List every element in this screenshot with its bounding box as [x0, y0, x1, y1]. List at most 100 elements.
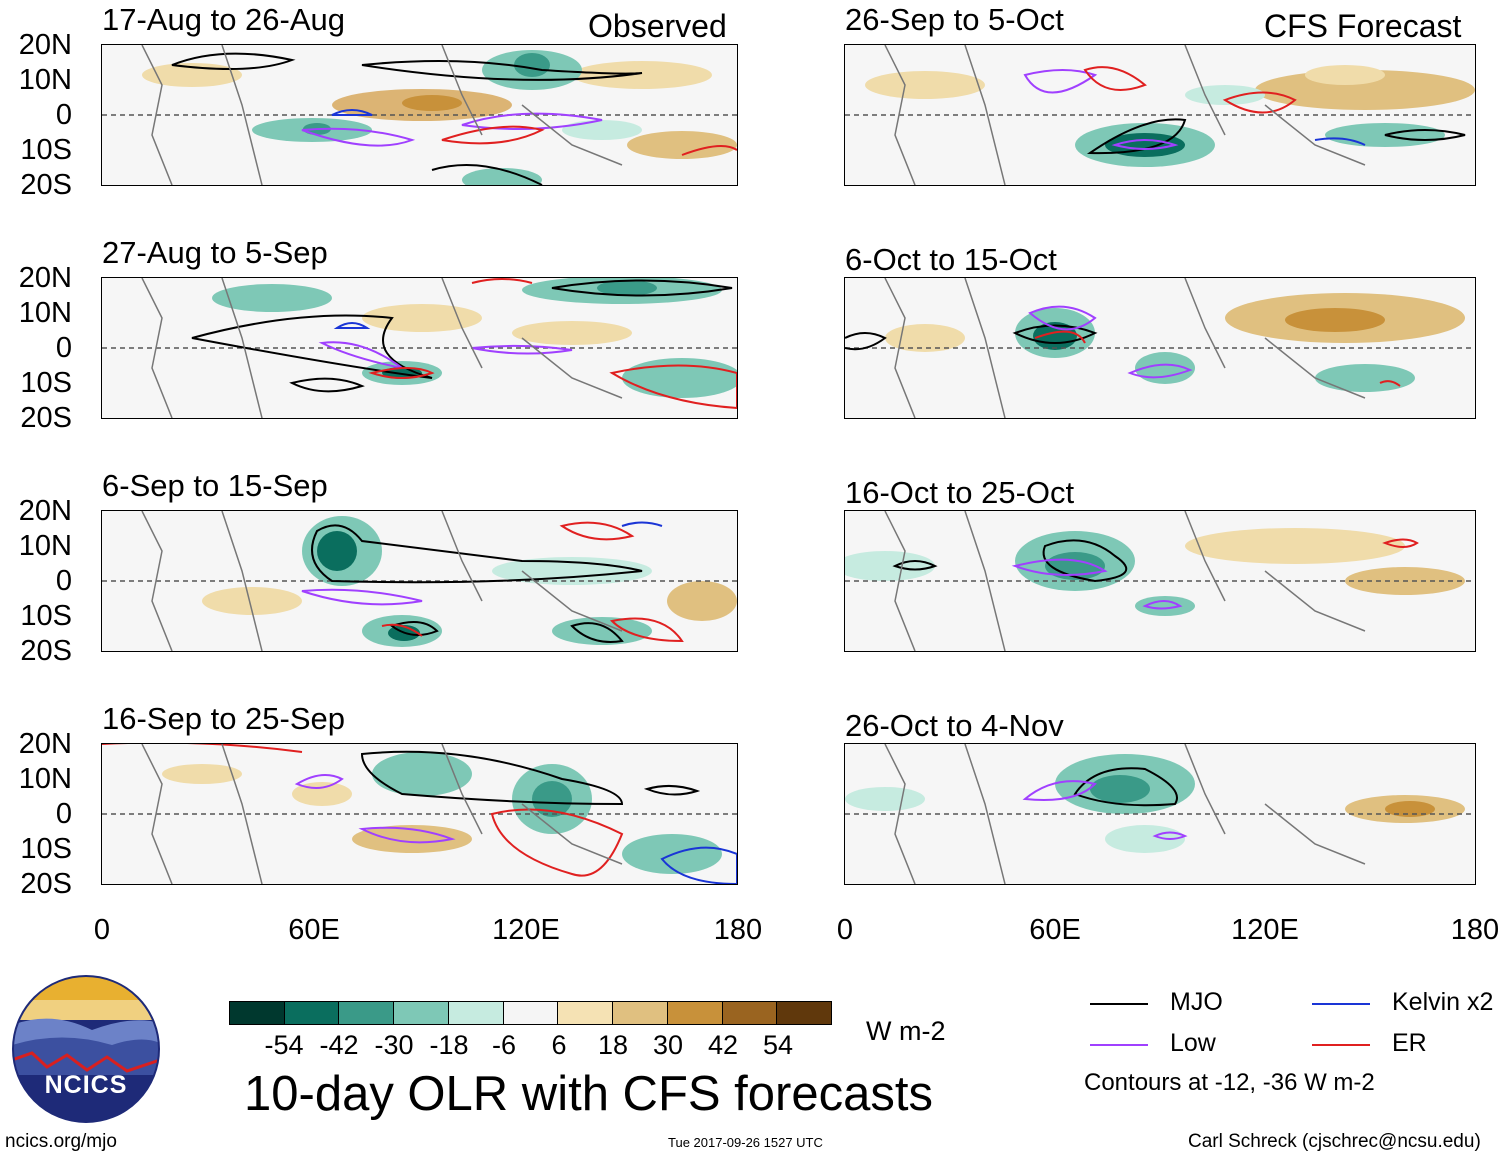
colorbar-swatch	[284, 1002, 340, 1024]
y-tick: 10S	[20, 134, 72, 166]
colorbar-swatch	[722, 1002, 778, 1024]
colorbar-swatch	[230, 1002, 285, 1024]
y-tick: 20S	[20, 868, 72, 900]
y-tick: 20N	[18, 728, 72, 760]
ncics-logo: NCICS	[12, 975, 160, 1123]
forecast-label: CFS Forecast	[1264, 8, 1462, 44]
y-tick: 20N	[18, 262, 72, 294]
panel-2-svg	[102, 278, 737, 418]
colorbar-swatch	[558, 1002, 614, 1024]
legend-label-kelvin: Kelvin x2	[1392, 988, 1494, 1016]
colorbar-label: -54	[264, 1030, 304, 1060]
x-tick-right-120: 120E	[1231, 914, 1299, 946]
panel-5-svg	[845, 45, 1475, 185]
colorbar-swatch	[339, 1002, 395, 1024]
panel-frame	[844, 44, 1476, 186]
map-panel-4	[102, 744, 737, 884]
panel-frame	[101, 44, 738, 186]
map-panel-1	[102, 45, 737, 185]
colorbar	[229, 1001, 832, 1025]
legend-label-mjo: MJO	[1170, 988, 1223, 1016]
colorbar-label: -18	[429, 1030, 469, 1060]
y-tick: 20N	[18, 495, 72, 527]
colorbar-swatch	[448, 1002, 504, 1024]
map-panel-3	[102, 511, 737, 651]
y-tick: 10N	[18, 763, 72, 795]
panel-title-4: 16-Sep to 25-Sep	[102, 701, 346, 736]
colorbar-label: 42	[707, 1030, 739, 1060]
colorbar-swatch	[394, 1002, 449, 1024]
y-tick: 10S	[20, 367, 72, 399]
colorbar-label: 54	[762, 1030, 794, 1060]
y-tick: 10S	[20, 833, 72, 865]
legend-line-kelvin	[1312, 1003, 1370, 1005]
y-tick: 10N	[18, 530, 72, 562]
observed-label: Observed	[588, 8, 727, 44]
panel-title-6: 6-Oct to 15-Oct	[845, 242, 1057, 277]
x-tick-left-120: 120E	[492, 914, 560, 946]
map-panel-8	[845, 744, 1475, 884]
colorbar-label: -30	[374, 1030, 414, 1060]
panel-title-8: 26-Oct to 4-Nov	[845, 708, 1064, 743]
panel-6-svg	[845, 278, 1475, 418]
x-tick-left-180: 180	[713, 914, 763, 946]
panel-1-svg	[102, 45, 737, 185]
y-tick: 20S	[20, 635, 72, 667]
map-panel-7	[845, 511, 1475, 651]
footer-timestamp: Tue 2017-09-26 1527 UTC	[668, 1135, 823, 1150]
panel-frame	[101, 510, 738, 652]
legend-line-mjo	[1090, 1003, 1148, 1005]
y-tick: 0	[55, 565, 72, 597]
legend-line-er	[1312, 1044, 1370, 1046]
legend-label-er: ER	[1392, 1029, 1427, 1057]
main-title: 10-day OLR with CFS forecasts	[244, 1067, 933, 1121]
colorbar-swatch	[777, 1002, 832, 1024]
colorbar-swatch	[667, 1002, 723, 1024]
y-tick: 20S	[20, 169, 72, 201]
y-tick: 0	[55, 332, 72, 364]
footer-author: Carl Schreck (cjschrec@ncsu.edu)	[1188, 1131, 1481, 1152]
panel-title-3: 6-Sep to 15-Sep	[102, 468, 328, 503]
logo-graphic	[12, 975, 160, 1123]
legend-line-low	[1090, 1044, 1148, 1046]
colorbar-units: W m-2	[866, 1016, 946, 1046]
y-tick: 0	[55, 99, 72, 131]
footer-url[interactable]: ncics.org/mjo	[5, 1131, 117, 1152]
panel-title-1: 17-Aug to 26-Aug	[102, 2, 346, 37]
panel-3-svg	[102, 511, 737, 651]
colorbar-swatch	[613, 1002, 668, 1024]
panel-frame	[844, 277, 1476, 419]
map-panel-6	[845, 278, 1475, 418]
x-tick-right-180: 180	[1450, 914, 1500, 946]
colorbar-label: -6	[491, 1030, 516, 1060]
map-panel-5	[845, 45, 1475, 185]
x-tick-right-0: 0	[836, 914, 854, 946]
colorbar-label: 6	[551, 1030, 567, 1060]
logo-text: NCICS	[44, 1071, 128, 1099]
panel-frame	[844, 510, 1476, 652]
panel-frame	[101, 743, 738, 885]
colorbar-label: -42	[319, 1030, 359, 1060]
x-tick-left-0: 0	[93, 914, 111, 946]
y-tick: 10S	[20, 600, 72, 632]
y-tick: 20S	[20, 402, 72, 434]
panel-8-svg	[845, 744, 1475, 884]
y-tick: 10N	[18, 297, 72, 329]
panel-frame	[844, 743, 1476, 885]
colorbar-label: 30	[652, 1030, 684, 1060]
x-tick-right-60: 60E	[1029, 914, 1081, 946]
panel-title-7: 16-Oct to 25-Oct	[845, 475, 1075, 510]
legend-note: Contours at -12, -36 W m-2	[1084, 1069, 1375, 1096]
panel-frame	[101, 277, 738, 419]
colorbar-swatch	[503, 1002, 559, 1024]
panel-7-svg	[845, 511, 1475, 651]
panel-title-5: 26-Sep to 5-Oct	[845, 2, 1064, 37]
colorbar-label: 18	[597, 1030, 629, 1060]
y-tick: 0	[55, 798, 72, 830]
x-tick-left-60: 60E	[288, 914, 340, 946]
y-tick: 10N	[18, 64, 72, 96]
panel-title-2: 27-Aug to 5-Sep	[102, 235, 328, 270]
panel-4-svg	[102, 744, 737, 884]
map-panel-2	[102, 278, 737, 418]
legend-label-low: Low	[1170, 1029, 1216, 1057]
